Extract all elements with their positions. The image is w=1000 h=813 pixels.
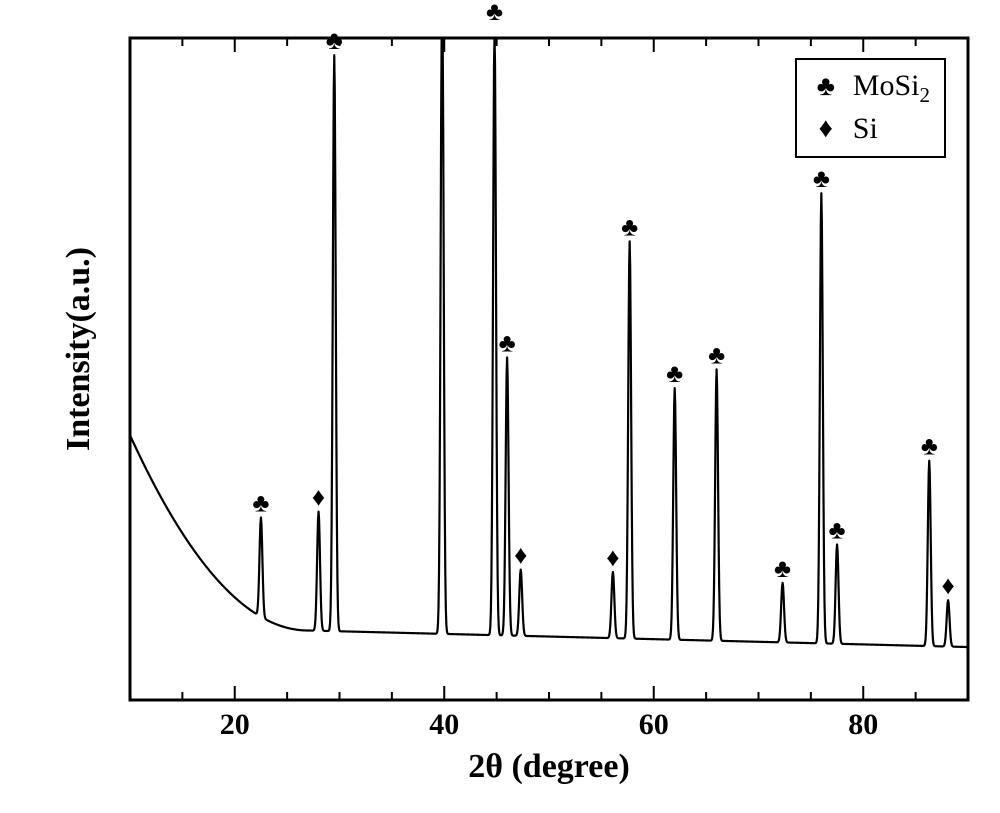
diamond-marker: ♦ [606,543,619,572]
diamond-marker: ♦ [941,571,954,600]
legend-label: MoSi2 [853,66,930,109]
legend: ♣ MoSi2 ♦ Si [795,58,946,158]
club-marker: ♣ [252,489,269,518]
club-marker: ♣ [621,212,638,241]
club-marker: ♣ [708,340,725,369]
legend-label: Si [853,109,878,148]
legend-entry: ♣ MoSi2 [811,66,930,109]
diamond-icon: ♦ [811,111,841,147]
club-marker: ♣ [499,328,516,357]
club-marker: ♣ [666,359,683,388]
club-icon: ♣ [811,69,841,105]
xrd-chart: ♣ ♦ ♣ ♣ ♣ ♣ ♦ ♦ ♣ ♣ ♣ ♣ ♣ ♣ ♣ ♦ Intensity(a.u.) 2θ (deg… [0,0,1000,813]
x-tick-label: 20 [205,708,265,742]
diamond-marker: ♦ [514,541,527,570]
x-tick-label: 60 [624,708,684,742]
club-marker: ♣ [921,432,938,461]
club-marker: ♣ [829,515,846,544]
x-tick-label: 80 [833,708,893,742]
legend-entry: ♦ Si [811,109,930,148]
club-marker: ♣ [774,554,791,583]
club-marker: ♣ [813,164,830,193]
diamond-marker: ♦ [312,483,325,512]
x-axis-label: 2θ (degree) [399,748,699,786]
x-tick-label: 40 [414,708,474,742]
y-axis-label: Intensity(a.u.) [60,199,98,499]
club-marker: ♣ [326,26,343,55]
club-marker: ♣ [486,0,503,26]
